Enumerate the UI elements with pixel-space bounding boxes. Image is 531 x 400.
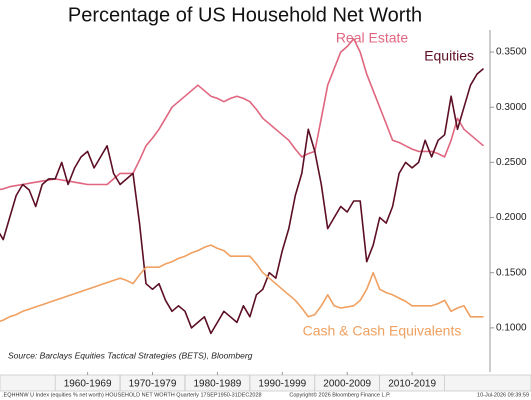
x-tick-label: 1960-1969 — [64, 379, 112, 390]
footer-left: .EQHHNW U Index (equities % net worth) H… — [2, 392, 262, 398]
series-line — [0, 38, 485, 191]
y-tick-label: 0.1000 — [496, 323, 527, 334]
x-tick-label: 1980-1989 — [194, 379, 242, 390]
series-label: Real Estate — [336, 30, 409, 46]
y-tick-label: 0.2500 — [496, 157, 527, 168]
y-tick-label: 0.3500 — [496, 47, 527, 58]
series-label: Equities — [424, 48, 474, 64]
x-tick-label: 1990-1999 — [258, 379, 306, 390]
y-tick-label: 0.2000 — [496, 212, 527, 223]
series-line — [0, 244, 484, 323]
series-line — [0, 67, 485, 335]
x-axis-band — [0, 374, 531, 392]
footer-center: Copyright© 2026 Bloomberg Finance L.P. — [289, 391, 391, 398]
series-label: Cash & Cash Equivalents — [303, 323, 462, 339]
x-tick-label: 1970-1979 — [129, 379, 177, 390]
chart-title: Percentage of US Household Net Worth — [68, 4, 422, 26]
y-tick-label: 0.1500 — [496, 267, 527, 278]
source: Source: Barclays Equities Tactical Strat… — [8, 350, 253, 360]
y-tick-label: 0.3000 — [496, 102, 527, 113]
x-tick-label: 2000-2009 — [323, 379, 371, 390]
footer-right: 10-Jul-2026 09:39:59 — [477, 392, 529, 398]
x-tick-label: 2010-2019 — [388, 379, 436, 390]
